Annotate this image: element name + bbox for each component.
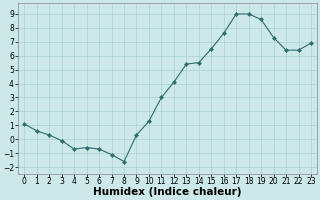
- X-axis label: Humidex (Indice chaleur): Humidex (Indice chaleur): [93, 187, 242, 197]
